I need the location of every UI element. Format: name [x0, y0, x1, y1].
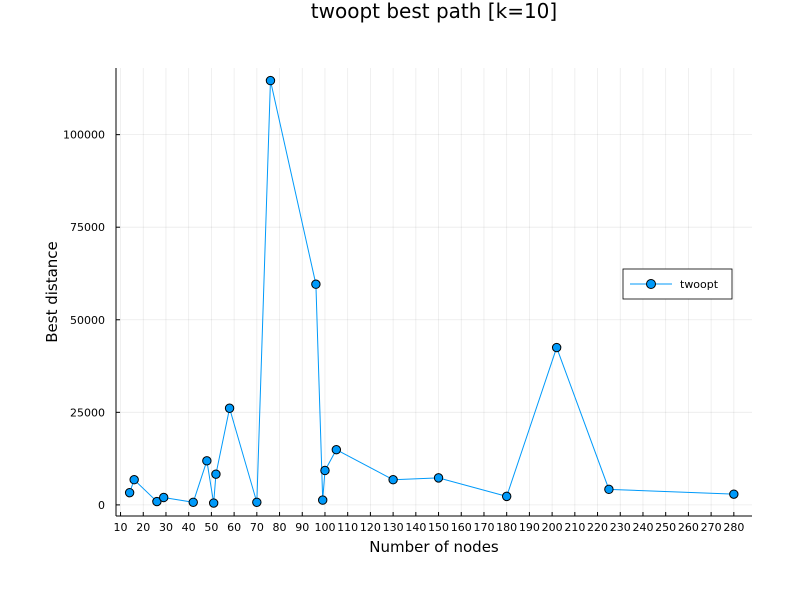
- data-point: [152, 496, 162, 507]
- x-tick-label: 100: [314, 521, 335, 534]
- data-point: [320, 465, 330, 476]
- data-point: [331, 445, 342, 455]
- x-tick-label: 190: [519, 521, 540, 534]
- data-point: [729, 489, 739, 499]
- data-point: [208, 498, 219, 508]
- x-tick-label: 90: [295, 521, 309, 534]
- legend-series-marker: [646, 279, 656, 289]
- data-point: [318, 495, 328, 505]
- x-tick-label: 120: [360, 521, 381, 534]
- data-point: [252, 497, 262, 508]
- x-tick-label: 240: [632, 521, 653, 534]
- x-tick-label: 270: [701, 521, 722, 534]
- y-tick-label: 25000: [70, 406, 105, 419]
- plot-area: [124, 75, 739, 508]
- data-point: [388, 475, 398, 485]
- x-tick-label: 140: [405, 521, 426, 534]
- x-tick-label: 150: [428, 521, 449, 534]
- x-tick-label: 250: [655, 521, 676, 534]
- x-tick-label: 230: [610, 521, 631, 534]
- y-tick-label: 75000: [70, 221, 105, 234]
- data-point: [311, 279, 321, 289]
- x-tick-label: 200: [542, 521, 563, 534]
- data-point: [551, 342, 562, 353]
- x-tick-label: 60: [227, 521, 241, 534]
- data-point: [433, 473, 444, 483]
- data-point: [202, 456, 212, 466]
- x-tick-label: 220: [587, 521, 608, 534]
- data-point: [211, 469, 221, 479]
- data-point: [159, 492, 169, 503]
- x-tick-label: 10: [114, 521, 128, 534]
- axes: [115, 68, 752, 517]
- legend: twoopt: [622, 268, 733, 300]
- y-tick-label: 50000: [70, 314, 105, 327]
- legend-series-label: twoopt: [680, 278, 719, 291]
- x-tick-label: 40: [182, 521, 196, 534]
- x-tick-label: 210: [564, 521, 585, 534]
- y-tick-label: 0: [98, 499, 105, 512]
- x-tick-label: 280: [723, 521, 744, 534]
- data-point: [501, 491, 512, 502]
- x-tick-label: 180: [496, 521, 517, 534]
- x-tick-label: 260: [678, 521, 699, 534]
- data-point: [188, 497, 198, 508]
- x-tick-label: 160: [451, 521, 472, 534]
- ticks: 10 20 30 40 50 60 70 80 90 100 110 120 130 140 150 160 1…: [63, 129, 744, 534]
- x-tick-label: 50: [204, 521, 218, 534]
- x-tick-label: 70: [250, 521, 264, 534]
- x-tick-label: 110: [337, 521, 358, 534]
- data-point: [265, 75, 276, 86]
- chart-title: twoopt best path [k=10]: [311, 0, 557, 23]
- y-tick-label: 100000: [63, 129, 105, 142]
- data-point: [224, 403, 235, 413]
- x-tick-label: 80: [273, 521, 287, 534]
- data-point: [604, 484, 614, 495]
- x-tick-label: 170: [473, 521, 494, 534]
- x-axis-label: Number of nodes: [369, 538, 499, 556]
- x-tick-label: 30: [159, 521, 173, 534]
- y-axis-label: Best distance: [43, 241, 61, 343]
- x-tick-label: 20: [136, 521, 150, 534]
- x-tick-label: 130: [383, 521, 404, 534]
- data-point: [129, 475, 139, 485]
- data-point: [124, 487, 135, 498]
